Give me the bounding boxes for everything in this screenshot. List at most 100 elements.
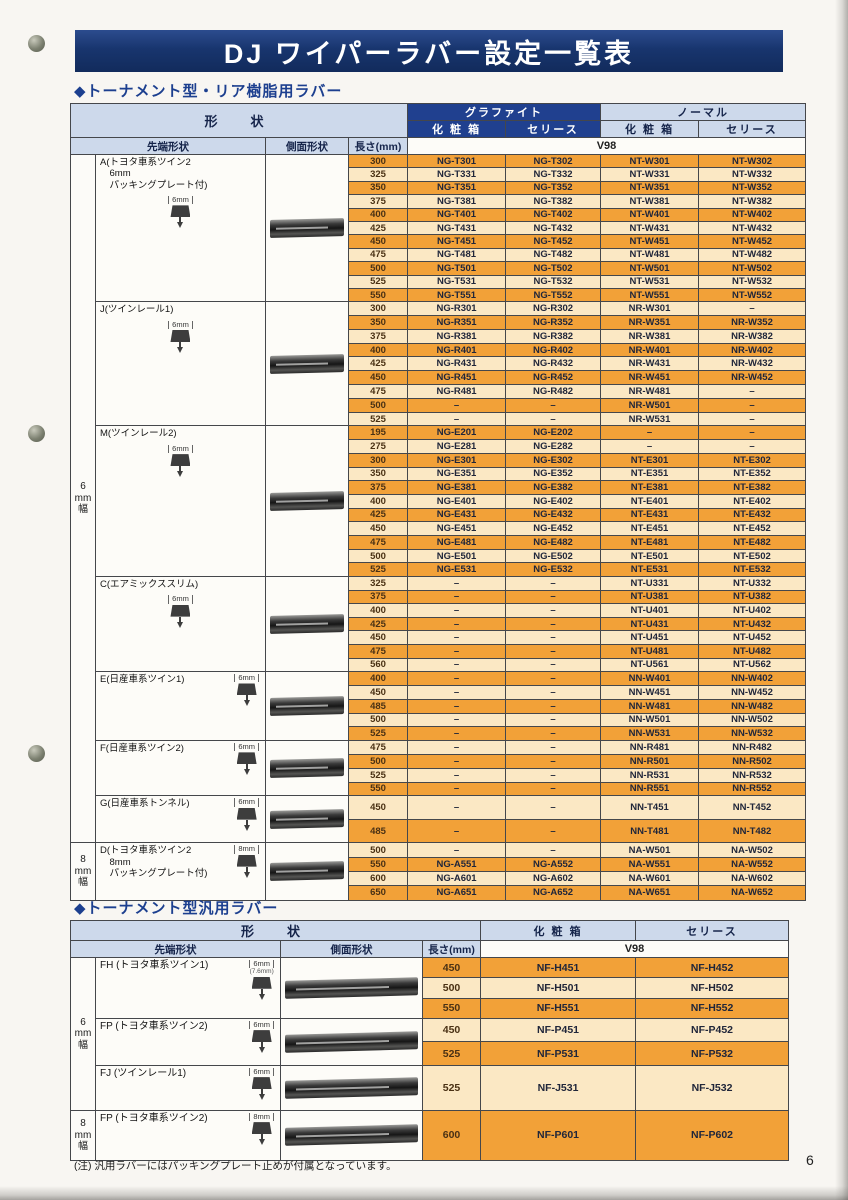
side-shape-cell [265, 842, 349, 901]
part-number-cell: NT-U481 [600, 644, 700, 659]
part-number-cell: NG-T531 [407, 274, 507, 289]
part-number-cell: NN-W531 [600, 726, 700, 742]
part-number-cell: NG-A602 [505, 870, 602, 887]
part-number-cell: NN-W451 [600, 684, 700, 700]
header-normal-serise: セリース [698, 120, 807, 138]
tip-shape-label: F(日産車系ツイン2) [100, 743, 184, 755]
tip-shape-label: D(トヨタ車系ツイン2 8mm パッキングプレート付) [100, 845, 208, 880]
part-number-cell: NR-W531 [600, 411, 700, 427]
length-cell: 475 [347, 534, 409, 550]
table-row: 450– – NT-U451 NT-U452 [71, 630, 807, 645]
side-profile-icon [285, 1124, 418, 1147]
part-number-cell: – [407, 657, 507, 673]
part-number-cell: NF-H501 [480, 977, 637, 999]
length-cell: 525 [421, 1041, 482, 1066]
part-number-cell: – [407, 589, 507, 605]
part-number-cell: NN-R551 [600, 781, 700, 797]
part-number-cell: NG-E431 [407, 507, 507, 523]
part-number-cell: – [600, 439, 700, 454]
header-graphite: グラファイト [407, 103, 602, 121]
part-number-cell: – [505, 589, 602, 605]
part-number-cell: NN-W532 [698, 726, 807, 742]
part-number-cell: NG-E532 [505, 562, 602, 578]
part-number-cell: NG-E302 [505, 452, 602, 468]
side-shape-cell [280, 1064, 423, 1111]
part-number-cell: NG-T381 [407, 194, 507, 209]
part-number-cell: NG-E382 [505, 480, 602, 495]
part-number-cell: NG-A552 [505, 856, 602, 872]
part-number-cell: NN-R531 [600, 767, 700, 783]
length-cell: 300 [347, 153, 409, 169]
part-number-cell: NG-R481 [407, 384, 507, 399]
part-number-cell: NG-E381 [407, 480, 507, 495]
length-cell: 485 [347, 818, 409, 844]
part-number-cell: NG-T481 [407, 247, 507, 263]
part-number-cell: NG-R302 [505, 301, 602, 317]
tip-shape-label: J(ツインレール1) [100, 304, 174, 316]
part-number-cell: – [505, 712, 602, 728]
part-number-cell: NN-W401 [600, 671, 700, 686]
footnote: (注) 汎用ラバーにはパッキングプレート止めが付属となっています。 [74, 1160, 397, 1172]
table-row: 400 NG-R401 NG-R402 NR-W401 NR-W402 [71, 342, 807, 358]
part-number-cell: NR-W351 [600, 315, 700, 330]
part-number-cell: NT-U402 [698, 603, 807, 618]
tip-profile-icon: 6mm [168, 595, 193, 628]
tip-shape-cell: G(日産車系トンネル) 6mm [95, 795, 266, 844]
part-number-cell: – [407, 842, 507, 858]
tip-shape-cell: A(トヨタ車系ツイン2 6mm パッキングプレート付) 6mm [95, 153, 266, 303]
part-number-cell: NT-W351 [600, 180, 700, 196]
part-number-cell: NG-E452 [505, 521, 602, 536]
length-cell: 500 [421, 977, 482, 999]
part-number-cell: NF-H502 [635, 977, 790, 999]
table-row: 275 NG-E281 NG-E282– – [71, 439, 807, 454]
tip-shape-cell: FP (トヨタ車系ツイン2) 6mm [95, 1017, 281, 1066]
part-number-cell: NG-A601 [407, 870, 507, 887]
length-cell: 500 [347, 397, 409, 413]
part-number-cell: – [505, 616, 602, 632]
part-number-cell: NG-E451 [407, 521, 507, 536]
part-number-cell: NT-U431 [600, 616, 700, 632]
length-cell: 550 [347, 781, 409, 797]
part-number-cell: NG-T551 [407, 287, 507, 303]
length-cell: 350 [347, 466, 409, 482]
part-number-cell: NR-W451 [600, 370, 700, 386]
side-profile-icon [270, 491, 344, 512]
table-row: 475 NG-R481 NG-R482 NR-W481– [71, 384, 807, 399]
side-shape-cell [280, 1109, 423, 1161]
part-number-cell: NF-J532 [635, 1064, 790, 1111]
part-number-cell: NG-R352 [505, 315, 602, 330]
table-row: 500 NG-E501 NG-E502 NT-E501 NT-E502 [71, 548, 807, 564]
part-number-cell: – [505, 698, 602, 714]
table-row: 425 NG-E431 NG-E432 NT-E431 NT-E432 [71, 507, 807, 523]
part-number-cell: – [407, 818, 507, 844]
tip-shape-cell: FP (トヨタ車系ツイン2) 8mm [95, 1109, 281, 1161]
part-number-cell: NR-W501 [600, 397, 700, 413]
part-number-cell: NF-H552 [635, 997, 790, 1019]
length-cell: 550 [347, 287, 409, 303]
part-number-cell: NT-W332 [698, 167, 807, 182]
side-profile-icon [270, 218, 344, 239]
title-banner: DJ ワイパーラバー設定一覧表 [75, 30, 783, 72]
part-number-cell: NF-P531 [480, 1041, 637, 1066]
part-number-cell: NF-P532 [635, 1041, 790, 1066]
part-number-cell: NT-W531 [600, 274, 700, 289]
part-number-cell: NG-T502 [505, 261, 602, 276]
part-number-cell: NN-W481 [600, 698, 700, 714]
general-purpose-rubber-table: 形 状 化 粧 箱 セリース 先端形状 側面形状 長さ(mm) V98 6 mm 幅… [69, 920, 790, 1161]
header-serise: セリース [635, 920, 790, 941]
part-number-cell: NG-A652 [505, 885, 602, 901]
width-band-label: 6 mm 幅 [70, 957, 96, 1111]
part-number-cell: – [600, 425, 700, 441]
part-number-cell: NR-W402 [698, 342, 807, 358]
table-row: 8 mm 幅 D(トヨタ車系ツイン2 8mm パッキングプレート付) 8mm 500– – N… [70, 842, 807, 901]
part-number-cell: NA-W502 [698, 842, 807, 858]
tip-profile-icon: 6mm [234, 798, 259, 831]
table-row: 500 NF-H501 NF-H502 [71, 977, 790, 999]
side-profile-icon [285, 1077, 418, 1099]
table-row: C(エアミックススリム) 6mm 325– – NT-U331 NT-U332 [71, 576, 807, 673]
part-number-cell: NG-E281 [407, 439, 507, 454]
table-row: 350 NG-R351 NG-R352 NR-W351 NR-W352 [71, 315, 807, 330]
part-number-cell: NT-E402 [698, 493, 807, 509]
part-number-cell: – [407, 712, 507, 728]
part-number-cell: NT-U381 [600, 589, 700, 605]
